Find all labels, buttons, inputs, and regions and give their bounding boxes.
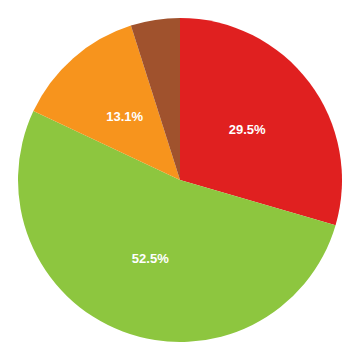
svg-text:13.1%: 13.1% bbox=[106, 109, 143, 124]
svg-text:52.5%: 52.5% bbox=[132, 251, 169, 266]
svg-text:29.5%: 29.5% bbox=[229, 122, 266, 137]
